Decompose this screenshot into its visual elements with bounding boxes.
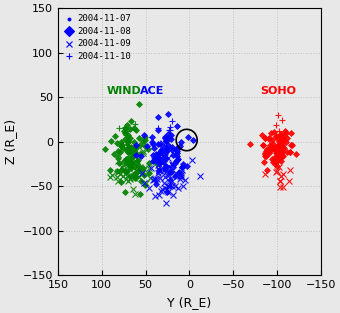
Y-axis label: Z (R_E): Z (R_E) bbox=[4, 119, 17, 164]
X-axis label: Y (R_E): Y (R_E) bbox=[167, 296, 211, 309]
Text: 2004-11-07: 2004-11-07 bbox=[77, 14, 131, 23]
Text: 2004-11-09: 2004-11-09 bbox=[77, 39, 131, 48]
Text: 2004-11-08: 2004-11-08 bbox=[77, 27, 131, 36]
Text: 2004-11-10: 2004-11-10 bbox=[77, 52, 131, 61]
Text: WIND: WIND bbox=[106, 86, 141, 96]
Text: SOHO: SOHO bbox=[261, 86, 296, 96]
Text: ACE: ACE bbox=[140, 86, 165, 96]
